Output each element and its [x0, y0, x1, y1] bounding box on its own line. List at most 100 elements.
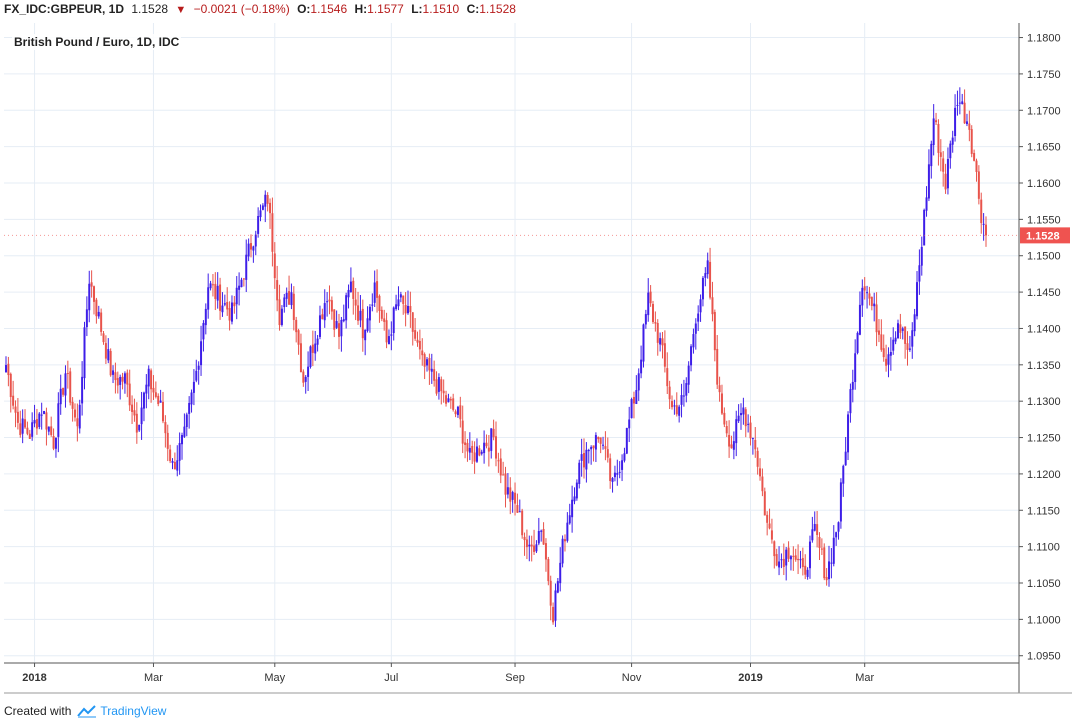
candle-body — [799, 559, 802, 561]
candle-body — [376, 281, 379, 298]
candle-body — [290, 292, 293, 306]
candle-body — [801, 558, 804, 568]
candle-body — [920, 246, 923, 266]
candle-body — [649, 291, 652, 304]
candle-body — [756, 450, 759, 467]
candle-body — [273, 253, 276, 279]
candle-body — [238, 285, 241, 290]
candle-body — [711, 297, 714, 315]
candle-body — [949, 143, 952, 159]
candle-body — [452, 398, 455, 410]
candle-body — [133, 410, 136, 416]
candle-body — [364, 329, 367, 341]
candle-body — [678, 406, 681, 416]
candle-body — [794, 555, 797, 560]
candle-body — [390, 334, 393, 336]
candle-body — [797, 558, 800, 561]
candle-body — [78, 404, 81, 429]
candle-body — [276, 280, 279, 301]
candle-body — [59, 388, 62, 405]
candle-body — [768, 523, 771, 529]
candle-body — [849, 389, 852, 414]
candle-body — [442, 390, 445, 394]
candle-body — [958, 102, 961, 104]
y-tick-label: 1.1450 — [1027, 287, 1061, 299]
candle-body — [423, 354, 426, 367]
candle-body — [716, 348, 719, 385]
candle-body — [632, 396, 635, 404]
candle-body — [456, 406, 459, 415]
candle-body — [896, 323, 899, 339]
candle-body — [918, 265, 921, 282]
candle-body — [528, 544, 531, 547]
candle-body — [956, 104, 959, 106]
candle-body — [7, 363, 10, 376]
candle-body — [62, 387, 65, 395]
candle-body — [623, 453, 626, 461]
candle-body — [594, 435, 597, 450]
candle-body — [599, 437, 602, 444]
candle-body — [428, 357, 431, 371]
candle-body — [195, 370, 198, 381]
tradingview-link[interactable]: TradingView — [100, 704, 167, 718]
candle-body — [839, 482, 842, 522]
candle-body — [31, 422, 34, 437]
candle-body — [509, 487, 512, 502]
candle-body — [302, 371, 305, 383]
candle-body — [295, 319, 298, 333]
candle-body — [190, 392, 193, 405]
candle-body — [492, 428, 495, 438]
candle-body — [171, 460, 174, 463]
candle-body — [399, 294, 402, 298]
candle-body — [461, 420, 464, 444]
candle-body — [185, 414, 188, 427]
candle-body — [511, 492, 514, 500]
candle-body — [680, 395, 683, 405]
candle-body — [502, 474, 505, 476]
candlestick-chart[interactable]: 1.0950 1.1000 1.1050 1.1100 1.1150 1.1200 1.12… — [4, 23, 1072, 695]
candle-body — [52, 436, 55, 449]
candle-body — [299, 343, 302, 373]
candle-body — [682, 395, 685, 397]
candle-body — [592, 445, 595, 449]
low-label: L: — [411, 2, 423, 16]
candle-body — [366, 318, 369, 331]
candle-body — [709, 261, 712, 298]
candle-body — [932, 118, 935, 146]
candle-body — [844, 451, 847, 466]
chart-area[interactable]: 1.0950 1.1000 1.1050 1.1100 1.1150 1.1200 1.12… — [4, 23, 1072, 695]
candle-body — [161, 401, 164, 422]
candle-body — [697, 313, 700, 322]
y-tick-label: 1.1150 — [1027, 505, 1060, 517]
candle-body — [547, 559, 550, 582]
y-tick-label: 1.1200 — [1027, 469, 1061, 481]
x-tick-label: 2018 — [22, 672, 46, 684]
candle-body — [720, 393, 723, 414]
candle-body — [414, 330, 417, 339]
candle-body — [851, 381, 854, 390]
candle-body — [159, 400, 162, 403]
candle-body — [69, 371, 72, 403]
candle-body — [782, 558, 785, 567]
y-tick-label: 1.1600 — [1027, 178, 1061, 190]
candle-body — [778, 561, 781, 568]
candle-body — [35, 419, 38, 429]
candle-body — [930, 143, 933, 167]
candle-body — [373, 282, 376, 303]
candle-body — [770, 530, 773, 540]
candle-body — [24, 419, 27, 428]
candle-body — [832, 537, 835, 564]
candle-body — [725, 426, 728, 434]
candle-body — [690, 346, 693, 366]
last-price-label: 1.1528 — [1026, 230, 1060, 242]
candle-body — [911, 330, 914, 347]
candle-body — [178, 442, 181, 461]
candle-body — [71, 401, 74, 409]
candle-body — [899, 324, 902, 333]
candle-body — [345, 295, 348, 321]
candle-body — [775, 554, 778, 566]
candle-body — [842, 465, 845, 484]
candle-body — [309, 346, 312, 367]
symbol-label[interactable]: FX_IDC:GBPEUR, 1D — [4, 2, 125, 16]
candle-body — [759, 468, 762, 477]
